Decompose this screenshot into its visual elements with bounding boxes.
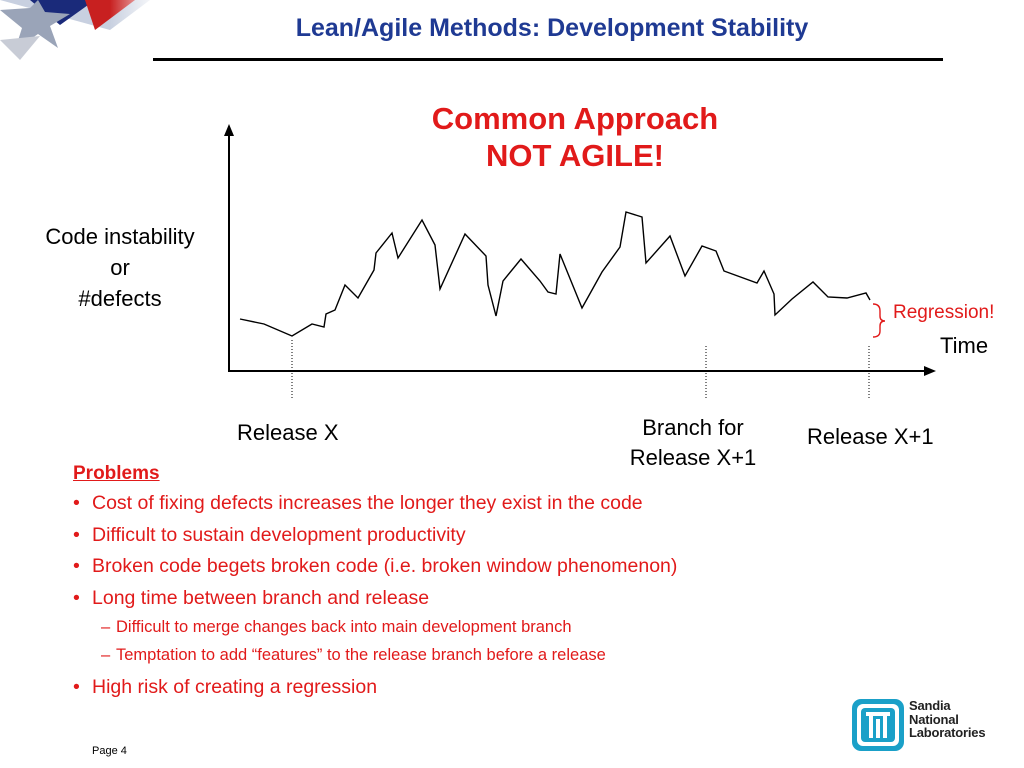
list-item-text: Cost of fixing defects increases the lon… <box>92 492 643 514</box>
bullet-mark: • <box>73 523 80 546</box>
list-item: • High risk of creating a regression <box>73 676 833 708</box>
list-item-text: High risk of creating a regression <box>92 676 378 698</box>
bullet-mark: • <box>73 586 80 609</box>
list-item-text: Broken code begets broken code (i.e. bro… <box>92 555 678 577</box>
regression-brace <box>872 303 886 338</box>
list-item-text: Long time between branch and release <box>92 586 430 609</box>
y-label-line-1: Code instability <box>45 224 195 249</box>
sandia-thunderbird-icon <box>852 699 904 751</box>
x-axis-arrow <box>924 366 936 376</box>
y-axis-label: Code instability or #defects <box>20 221 220 314</box>
sandia-logo: Sandia National Laboratories <box>852 699 1007 751</box>
instability-chart <box>224 124 936 400</box>
logo-line-3: Laboratories <box>909 725 986 740</box>
instability-curve <box>239 211 871 337</box>
logo-line-1: Sandia <box>909 698 951 713</box>
bullet-mark: • <box>73 555 80 577</box>
y-axis-arrow <box>224 124 234 136</box>
sandia-logo-text: Sandia National Laboratories <box>909 698 986 740</box>
bullet-mark: • <box>73 676 80 698</box>
flag-logo <box>0 0 160 70</box>
release-x1-label: Release X+1 <box>807 424 934 449</box>
chart-callout: Common Approach NOT AGILE! <box>400 100 750 174</box>
list-item: • Broken code begets broken code (i.e. b… <box>73 555 833 587</box>
sub-list-item: – Temptation to add “features” to the re… <box>73 646 833 674</box>
list-item-text: Difficult to sustain development product… <box>92 523 466 546</box>
page-number: Page 4 <box>92 745 127 757</box>
callout-line-1: Common Approach <box>431 101 719 136</box>
callout-line-2: NOT AGILE! <box>486 138 664 173</box>
bullet-mark: • <box>73 492 80 514</box>
y-label-line-3: #defects <box>78 286 162 311</box>
x-axis-label: Time <box>940 333 989 358</box>
problems-list: • Cost of fixing defects increases the l… <box>73 492 833 708</box>
dash-mark: – <box>101 646 111 664</box>
y-label-line-2: or <box>110 255 130 280</box>
slide-title: Lean/Agile Methods: Development Stabilit… <box>295 14 809 42</box>
branch-label-line-1: Branch for <box>642 415 744 440</box>
sub-list-item-text: Temptation to add “features” to the rele… <box>116 646 606 664</box>
release-x-label: Release X <box>237 420 339 445</box>
sub-list-item: – Difficult to merge changes back into m… <box>73 618 833 646</box>
logo-line-2: National <box>909 711 959 727</box>
branch-label: Branch for Release X+1 <box>613 413 773 473</box>
sub-list-item-text: Difficult to merge changes back into mai… <box>116 618 572 636</box>
branch-label-line-2: Release X+1 <box>629 445 757 470</box>
list-item: • Cost of fixing defects increases the l… <box>73 492 833 524</box>
problems-heading: Problems <box>73 463 160 484</box>
regression-label: Regression! <box>893 302 995 323</box>
dash-mark: – <box>101 618 111 636</box>
list-item: • Difficult to sustain development produ… <box>73 524 833 556</box>
list-item: • Long time between branch and release <box>73 587 833 619</box>
title-divider <box>153 58 943 61</box>
